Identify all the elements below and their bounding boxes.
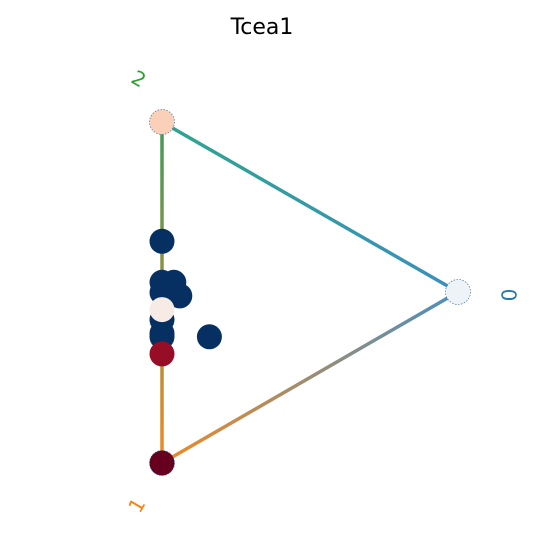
vertex-node-1 — [149, 450, 175, 476]
vertex-label-0: 0 — [497, 289, 521, 302]
data-points — [149, 228, 222, 367]
data-point — [149, 228, 175, 254]
vertex-node-0 — [445, 279, 471, 305]
data-point — [149, 341, 175, 367]
vertex-label-2: 2 — [127, 65, 150, 92]
vertex-nodes — [149, 109, 471, 476]
data-point — [149, 280, 175, 305]
edge-0-1 — [161, 290, 459, 465]
edge-2-0 — [161, 120, 459, 294]
vertex-label-1: 1 — [123, 494, 150, 517]
data-point — [196, 324, 222, 350]
vertex-node-2 — [149, 109, 175, 135]
data-point — [149, 324, 175, 350]
triangle-edges — [160, 120, 459, 465]
data-point — [149, 297, 175, 323]
chart-title: Tcea1 — [230, 15, 294, 40]
